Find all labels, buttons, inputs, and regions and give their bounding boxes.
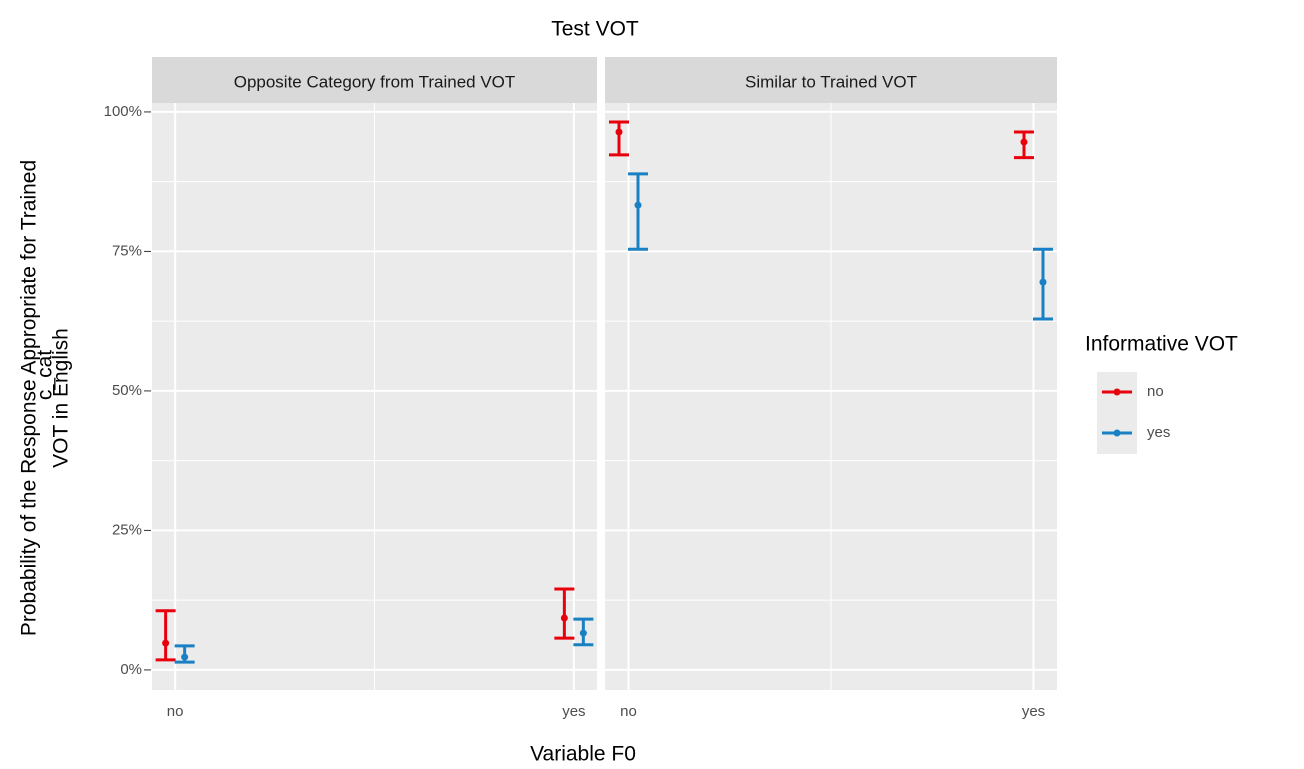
y-tick-label: 75% (112, 242, 142, 259)
point (1039, 278, 1047, 286)
point (579, 629, 587, 637)
y-tick-label: 25% (112, 521, 142, 538)
legend-title: Informative VOT (1085, 333, 1238, 356)
strip (605, 57, 1057, 103)
point (181, 653, 189, 661)
y-axis-label: VOT in English (50, 328, 73, 468)
point (560, 614, 568, 622)
error-bar (628, 172, 649, 251)
legend-label: no (1147, 383, 1164, 400)
x-tick-label: yes (562, 703, 585, 720)
strip-label: Similar to Trained VOT (745, 72, 917, 91)
legend-point (1113, 388, 1121, 396)
error-bar (554, 587, 575, 640)
y-tick-label: 0% (120, 661, 142, 678)
point (1020, 138, 1028, 146)
x-tick-label: no (620, 703, 637, 720)
error-bar (155, 609, 176, 662)
error-bar (609, 120, 630, 157)
y-tick-label: 100% (104, 103, 142, 120)
y-tick-label: 50% (112, 382, 142, 399)
chart-title: Test VOT (551, 18, 639, 41)
x-tick-label: yes (1022, 703, 1045, 720)
y-axis-label: Probability of the Response Appropriate … (18, 160, 41, 636)
point (634, 201, 642, 209)
legend-label: yes (1147, 424, 1170, 441)
y-axis-overlay: c_cat (34, 350, 57, 400)
strip (152, 57, 597, 103)
point (615, 128, 623, 136)
legend-point (1113, 429, 1121, 437)
x-tick-label: no (167, 703, 184, 720)
x-axis-label: Variable F0 (530, 743, 636, 766)
strip-label: Opposite Category from Trained VOT (234, 72, 516, 91)
point (162, 639, 170, 647)
